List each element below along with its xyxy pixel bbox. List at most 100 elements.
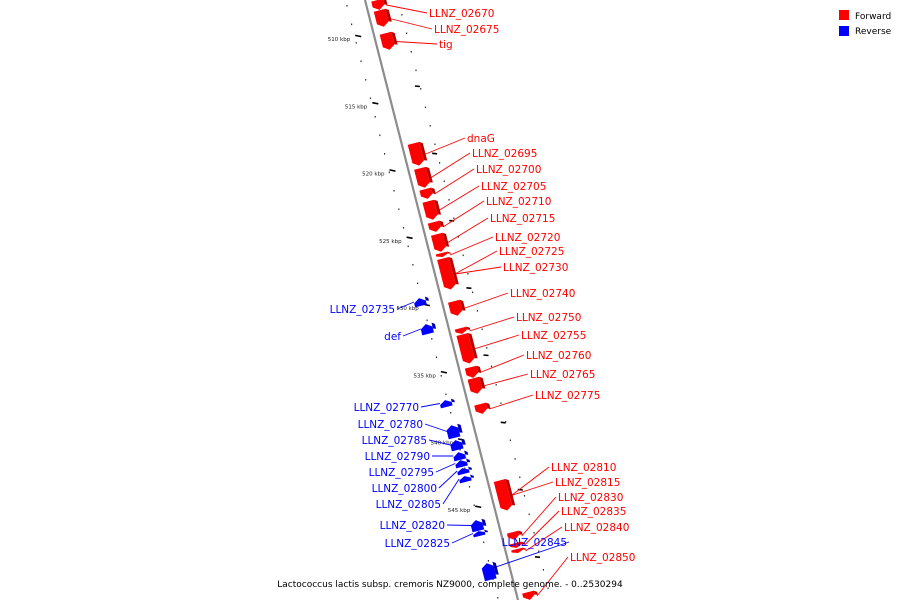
gene-label[interactable]: LLNZ_02770 <box>354 402 419 414</box>
gene-label[interactable]: LLNZ_02830 <box>558 492 623 504</box>
gene-label[interactable]: LLNZ_02700 <box>476 164 541 176</box>
gene-feature[interactable] <box>439 398 455 409</box>
gene-feature[interactable] <box>493 478 516 512</box>
gene-feature[interactable] <box>379 31 399 51</box>
gene-feature[interactable] <box>456 332 478 365</box>
gene-label[interactable]: LLNZ_02825 <box>385 538 450 550</box>
minor-tick <box>533 532 535 534</box>
gene-feature[interactable] <box>467 376 486 395</box>
gene-label[interactable]: LLNZ_02750 <box>516 312 581 324</box>
gene-label[interactable]: def <box>384 331 401 343</box>
gene-feature[interactable] <box>437 256 459 291</box>
gene-feature[interactable] <box>430 232 450 253</box>
gene-feature[interactable] <box>448 299 466 317</box>
gene-feature[interactable] <box>522 590 539 600</box>
gene-feature[interactable] <box>419 187 436 200</box>
minor-tick <box>402 227 405 229</box>
label-leader-line <box>386 4 428 14</box>
gene-feature[interactable] <box>455 458 471 469</box>
minor-tick <box>519 476 521 479</box>
legend-label-forward: Forward <box>855 12 891 22</box>
minor-tick <box>412 264 414 266</box>
gene-feature[interactable] <box>457 466 473 476</box>
gene-label[interactable]: LLNZ_02775 <box>535 390 600 402</box>
gene-feature[interactable] <box>414 166 433 189</box>
axis-tick <box>389 169 396 172</box>
label-leader-line <box>428 439 451 446</box>
gene-label[interactable]: LLNZ_02785 <box>362 435 427 447</box>
gene-feature[interactable] <box>413 296 430 308</box>
gene-label[interactable]: LLNZ_02835 <box>561 506 626 518</box>
axis-tick-label: 515 kbp <box>345 104 368 110</box>
gene-feature[interactable] <box>371 0 388 11</box>
minor-tick <box>439 162 441 164</box>
gene-label[interactable]: LLNZ_02765 <box>530 369 595 381</box>
gene-label[interactable]: LLNZ_02670 <box>429 8 494 20</box>
gene-feature[interactable] <box>509 541 526 550</box>
gene-feature[interactable] <box>420 322 437 336</box>
gene-label[interactable]: LLNZ_02755 <box>521 330 586 342</box>
gene-feature[interactable] <box>506 530 524 541</box>
label-leader-line <box>473 334 520 350</box>
gene-label[interactable]: LLNZ_02805 <box>376 499 441 511</box>
label-leader-line <box>511 466 550 496</box>
gene-label[interactable]: LLNZ_02720 <box>495 232 560 244</box>
gene-feature[interactable] <box>422 199 442 221</box>
gene-label[interactable]: LLNZ_02850 <box>570 552 635 564</box>
minor-tick <box>505 421 507 423</box>
gene-label[interactable]: LLNZ_02695 <box>472 148 537 160</box>
gene-label[interactable]: LLNZ_02795 <box>369 467 434 479</box>
minor-tick <box>538 550 540 553</box>
minor-tick <box>369 97 372 100</box>
gene-label[interactable]: LLNZ_02840 <box>564 522 629 534</box>
minor-tick <box>420 88 422 90</box>
gene-label[interactable]: LLNZ_02730 <box>503 262 568 274</box>
gene-label[interactable]: LLNZ_02735 <box>330 304 395 316</box>
gene-feature[interactable] <box>407 141 428 167</box>
gene-label[interactable]: LLNZ_02780 <box>358 419 423 431</box>
minor-tick <box>450 412 452 414</box>
gene-label[interactable]: LLNZ_02810 <box>551 462 616 474</box>
gene-feature[interactable] <box>449 438 466 452</box>
gene-label[interactable]: LLNZ_02845 <box>502 537 567 549</box>
gene-label[interactable]: LLNZ_02800 <box>372 483 437 495</box>
gene-feature[interactable] <box>373 8 393 28</box>
gene-feature[interactable] <box>481 561 500 582</box>
gene-feature[interactable] <box>459 474 475 484</box>
label-leader-line <box>396 301 415 310</box>
gene-feature[interactable] <box>435 251 452 259</box>
gene-feature[interactable] <box>474 402 491 415</box>
gene-label[interactable]: LLNZ_02705 <box>481 181 546 193</box>
label-leader-line <box>482 541 570 572</box>
axis-tick <box>440 370 448 374</box>
minor-tick <box>472 291 474 294</box>
axis-ticks: 510 kbp 515 kbp 520 kbp 525 kbp 530 kbp 535 k… <box>328 34 541 559</box>
gene-feature[interactable] <box>473 529 489 538</box>
gene-feature[interactable] <box>511 547 527 555</box>
legend-label-reverse: Reverse <box>855 27 892 37</box>
gene-label[interactable]: LLNZ_02740 <box>510 288 575 300</box>
minor-tick <box>398 208 400 211</box>
gene-feature[interactable] <box>452 450 469 462</box>
gene-label[interactable]: dnaG <box>467 133 495 145</box>
gene-label[interactable]: LLNZ_02815 <box>555 477 620 489</box>
gene-label[interactable]: tig <box>439 39 453 51</box>
minor-tick <box>500 402 502 405</box>
minor-tick <box>547 587 549 590</box>
gene-feature[interactable] <box>464 365 482 379</box>
gene-label[interactable]: LLNZ_02725 <box>499 246 564 258</box>
gene-label[interactable]: LLNZ_02715 <box>490 213 555 225</box>
gene-feature[interactable] <box>454 326 471 336</box>
gene-label[interactable]: LLNZ_02675 <box>434 24 499 36</box>
minor-tick <box>365 79 367 81</box>
gene-label[interactable]: LLNZ_02820 <box>380 520 445 532</box>
gene-feature[interactable] <box>427 220 445 233</box>
gene-label[interactable]: LLNZ_02760 <box>526 350 591 362</box>
gene-label[interactable]: LLNZ_02710 <box>486 196 551 208</box>
gene-feature[interactable] <box>470 518 487 533</box>
gene-label[interactable]: LLNZ_02790 <box>365 451 430 463</box>
gene-feature[interactable] <box>446 423 464 440</box>
label-leader-line <box>523 510 560 546</box>
label-leader-line <box>438 185 480 211</box>
